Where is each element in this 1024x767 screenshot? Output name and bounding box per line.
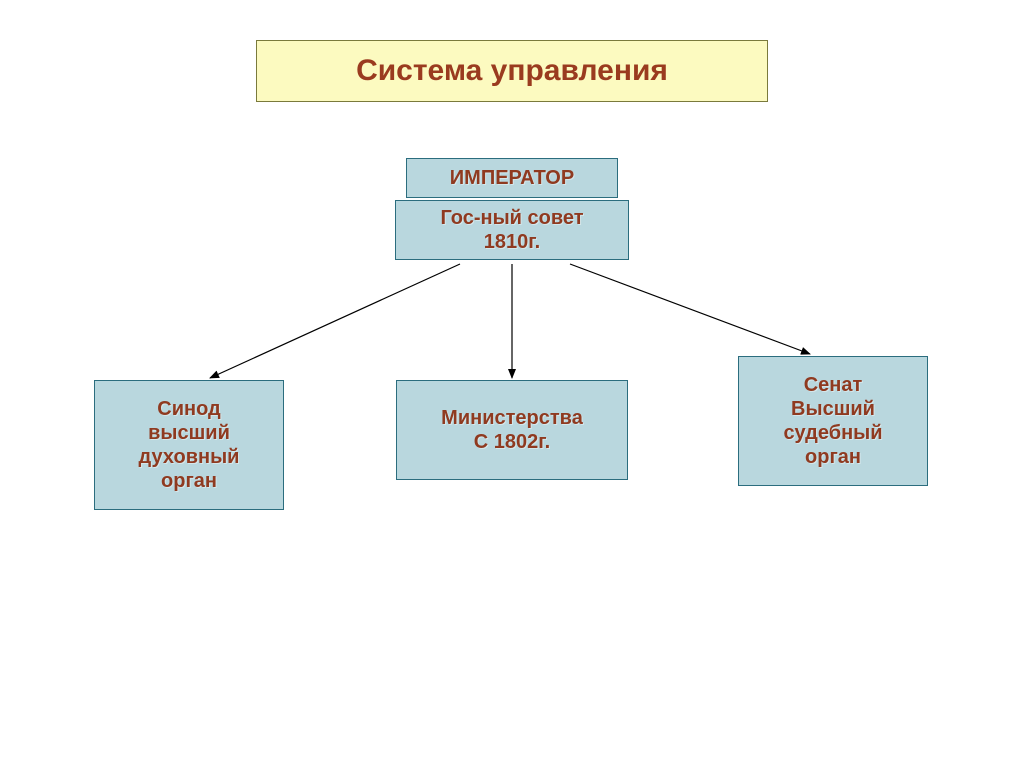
edge-council-to-senate bbox=[570, 264, 810, 354]
node-synod-line-0: Синод bbox=[157, 397, 220, 421]
node-ministries-line-1: С 1802г. bbox=[474, 430, 550, 454]
edge-council-to-synod bbox=[210, 264, 460, 378]
node-senate-line-1: Высший bbox=[791, 397, 875, 421]
node-senate-line-2: судебный bbox=[783, 421, 882, 445]
node-emperor-line-0: ИМПЕРАТОР bbox=[450, 166, 574, 190]
node-senate-line-3: орган bbox=[805, 445, 861, 469]
diagram-title: Система управления bbox=[256, 40, 768, 102]
node-synod-line-2: духовный bbox=[139, 445, 240, 469]
node-emperor: ИМПЕРАТОР bbox=[406, 158, 618, 198]
node-council-line-0: Гос-ный совет bbox=[440, 206, 583, 230]
node-synod-line-3: орган bbox=[161, 469, 217, 493]
node-synod: Синод высший духовный орган bbox=[94, 380, 284, 510]
node-ministries-line-0: Министерства bbox=[441, 406, 583, 430]
node-synod-line-1: высший bbox=[148, 421, 230, 445]
node-senate-line-0: Сенат bbox=[804, 373, 863, 397]
node-senate: Сенат Высший судебный орган bbox=[738, 356, 928, 486]
node-ministries: Министерства С 1802г. bbox=[396, 380, 628, 480]
node-council: Гос-ный совет 1810г. bbox=[395, 200, 629, 260]
diagram-title-text: Система управления bbox=[356, 53, 668, 89]
node-council-line-1: 1810г. bbox=[484, 230, 540, 254]
